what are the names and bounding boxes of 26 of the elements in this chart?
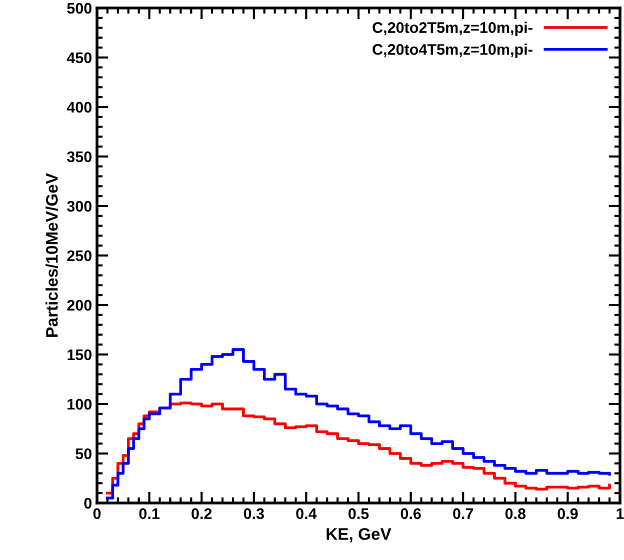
x-tick-label: 0 [93,508,101,520]
x-tick-label: 0.9 [558,508,578,520]
y-tick-label: 350 [67,151,92,162]
x-tick-label: 0.3 [244,508,264,520]
y-tick-label: 100 [68,398,92,410]
x-tick-label: 0.8 [505,508,526,520]
x-tick-label: 0.7 [453,508,474,520]
x-tick-label: 0.1 [139,508,160,520]
x-tick-label: 0.4 [296,508,317,520]
x-tick-label: 0.2 [192,508,212,520]
y-tick-label: 300 [67,200,92,212]
y-tick-label: 400 [66,102,92,113]
legend-label: C,20to4T5m,z=10m,pi- [372,44,532,58]
y-tick-label: 200 [67,300,92,311]
y-tick-label: 450 [66,52,92,64]
legend-label: C,20to2T5m,z=10m,pi- [372,22,532,36]
y-tick-label: 150 [68,349,92,360]
x-tick-label: 0.5 [348,508,369,520]
y-tick-label: 0 [84,498,92,509]
x-tick-label: 0.6 [400,508,421,520]
y-tick-label: 250 [67,250,92,262]
x-tick-label: 1 [616,508,624,519]
y-tick-label: 500 [67,2,92,14]
y-axis-title: Particles/10MeV/GeV [46,173,58,337]
x-axis-title: KE, GeV [326,528,392,542]
y-tick-label: 50 [76,448,92,460]
